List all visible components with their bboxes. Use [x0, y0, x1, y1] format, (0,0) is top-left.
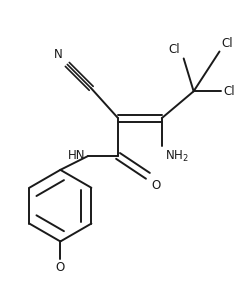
Text: Cl: Cl	[167, 43, 179, 56]
Text: O: O	[55, 261, 65, 274]
Text: N: N	[53, 48, 62, 61]
Text: O: O	[151, 179, 161, 192]
Text: HN: HN	[68, 149, 85, 162]
Text: Cl: Cl	[220, 37, 232, 49]
Text: Cl: Cl	[223, 85, 234, 98]
Text: NH$_2$: NH$_2$	[164, 149, 188, 164]
